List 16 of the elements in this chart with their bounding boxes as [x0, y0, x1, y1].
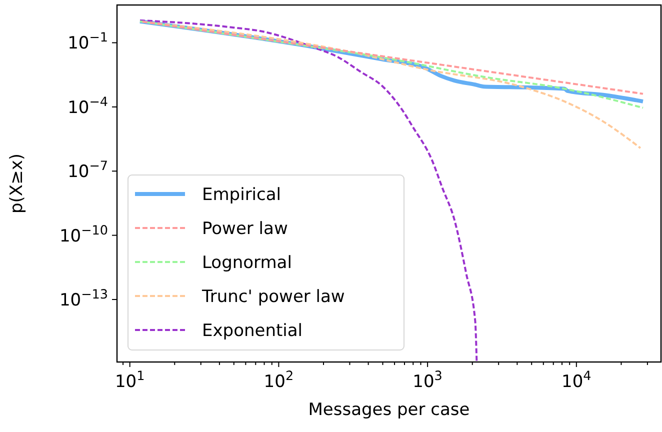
x-axis-title: Messages per case: [308, 400, 470, 420]
legend-label: Trunc' power law: [201, 287, 345, 307]
x-tick-label: 10$^{1}$: [114, 368, 145, 392]
y-tick-label: 10$^{−4}$: [68, 94, 108, 118]
y-tick-label: 10$^{−7}$: [68, 158, 108, 182]
y-axis-title: p(X≥x): [7, 153, 27, 214]
legend-label: Empirical: [202, 185, 282, 205]
x-tick-label: 10$^{4}$: [562, 368, 592, 392]
legend-label: Lognormal: [202, 253, 292, 273]
y-tick-label: 10$^{−13}$: [59, 287, 108, 310]
legend-label: Power law: [202, 219, 288, 239]
legend-label: Exponential: [202, 321, 303, 341]
y-tick-label: 10$^{−10}$: [59, 222, 108, 246]
x-tick-label: 10$^{3}$: [412, 368, 442, 392]
y-tick-label: 10$^{−1}$: [68, 30, 108, 54]
x-tick-label: 10$^{2}$: [264, 368, 294, 392]
